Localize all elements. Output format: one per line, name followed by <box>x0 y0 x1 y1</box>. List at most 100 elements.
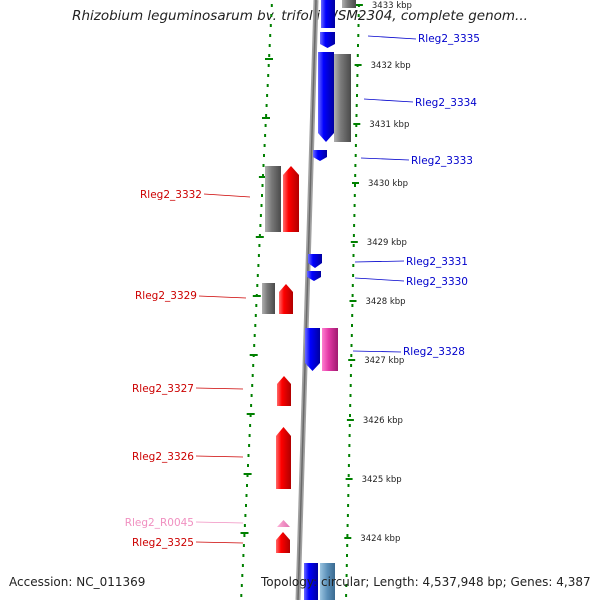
label-leader-rleg2-3325 <box>195 541 244 544</box>
gene-feature-rleg2-3331[interactable] <box>308 254 322 268</box>
gene-feature-top-grey[interactable] <box>342 0 356 8</box>
label-leader-rleg2-3328 <box>352 350 402 353</box>
kbp-tick-label: 3425 kbp <box>362 475 402 485</box>
ruler-right-dots <box>349 374 352 377</box>
ruler-right-dots <box>346 554 348 557</box>
gene-feature-rleg2-3327[interactable] <box>277 376 291 406</box>
ruler-left-dots <box>256 284 259 287</box>
gene-feature-rleg2-3332[interactable] <box>283 166 299 232</box>
gene-label-rleg2-3332[interactable]: Rleg2_3332 <box>140 189 202 201</box>
gene-feature-grey-3329[interactable] <box>262 283 275 314</box>
kbp-tick-label: 3427 kbp <box>364 356 404 366</box>
gene-label-rleg2-3330[interactable]: Rleg2_3330 <box>406 276 468 288</box>
gene-label-rleg2-3333[interactable]: Rleg2_3333 <box>411 155 473 167</box>
kbp-tick-label: 3426 kbp <box>363 416 403 426</box>
gene-feature-rleg2-3333[interactable] <box>313 150 327 161</box>
ruler-left-dash <box>249 354 258 356</box>
ruler-left-dash <box>240 532 249 534</box>
ruler-right-dots <box>356 84 359 87</box>
gene-feature-rleg2-3328-blue[interactable] <box>305 328 320 371</box>
gene-label-rleg2-r0045[interactable]: Rleg2_R0045 <box>125 517 194 529</box>
gene-label-rleg2-3334[interactable]: Rleg2_3334 <box>415 97 477 109</box>
ruler-right-dots <box>352 274 355 277</box>
ruler-left-dash <box>262 117 270 119</box>
gene-feature-grey-3334[interactable] <box>334 54 351 142</box>
label-leader-rleg2-r0045 <box>195 521 244 524</box>
ruler-right-dots <box>357 24 360 27</box>
ruler-left-dots <box>266 94 269 97</box>
ruler-right-dots <box>350 344 353 347</box>
gene-feature-rleg2-3328[interactable] <box>322 328 338 371</box>
gene-label-rleg2-3326[interactable]: Rleg2_3326 <box>132 451 194 463</box>
ruler-left-dots <box>250 404 253 407</box>
ruler-right-dots <box>349 384 352 387</box>
ruler-right-dots <box>354 144 357 147</box>
ruler-left-dots <box>254 324 257 327</box>
ruler-left-dots <box>251 374 254 377</box>
gene-feature-top-blue[interactable] <box>321 0 335 28</box>
ruler-left-dots <box>242 544 245 547</box>
ruler-left-dots <box>268 54 271 57</box>
ruler-right-dots <box>345 564 348 567</box>
left-labels: Rleg2_3332 Rleg2_3329 Rleg2_3327 Rleg2_3… <box>125 189 251 549</box>
ruler-left-dots <box>262 164 265 167</box>
kbp-ticks: 3433 kbp 3432 kbp 3431 kbp 3430 kbp 3429 kbp… <box>344 1 412 544</box>
ruler-right-dots <box>354 174 357 177</box>
ruler-right-dots <box>353 194 356 197</box>
ruler-right-dots <box>356 54 359 57</box>
kbp-tick-mark <box>352 182 359 184</box>
ruler-left-dots <box>249 414 252 417</box>
gene-feature-bottom-blue[interactable] <box>304 563 318 600</box>
ruler-left-dots <box>251 384 254 387</box>
kbp-tick-label: 3428 kbp <box>366 297 406 307</box>
ruler-left-dots <box>269 24 272 27</box>
ruler-left-dots <box>262 174 264 177</box>
ruler-left-dots <box>264 134 267 137</box>
gene-label-rleg2-3329[interactable]: Rleg2_3329 <box>135 290 197 302</box>
ruler-left-dots <box>253 344 256 347</box>
ruler-right-dots <box>353 224 356 227</box>
ruler-left-dots <box>255 304 258 307</box>
ruler-left-dots <box>267 64 270 67</box>
kbp-tick-mark <box>350 241 358 243</box>
label-leader-rleg2-3326 <box>195 455 244 458</box>
ruler-right-dots <box>352 254 355 257</box>
ruler-left-dots <box>258 234 261 237</box>
ruler-right-dots <box>349 394 352 397</box>
ruler-right-dots <box>347 474 350 477</box>
ruler-left-dots <box>260 204 263 207</box>
gene-feature-rleg2-3326[interactable] <box>276 427 291 489</box>
gene-label-rleg2-3325[interactable]: Rleg2_3325 <box>132 537 194 549</box>
gene-feature-rleg2-3329[interactable] <box>279 284 293 314</box>
ruler-right-dots <box>350 354 353 357</box>
ruler-right-dots <box>354 184 356 187</box>
gene-feature-rleg2-3325[interactable] <box>276 532 290 553</box>
ruler-right-dots <box>349 414 351 417</box>
backbone-line-core <box>297 0 317 600</box>
label-leader-rleg2-3330 <box>354 277 405 282</box>
label-leader-rleg2-3329 <box>198 295 247 299</box>
gene-label-rleg2-3335[interactable]: Rleg2_3335 <box>418 33 480 45</box>
gene-feature-rleg2-r0045[interactable] <box>277 520 290 527</box>
gene-feature-bottom-steel[interactable] <box>320 563 335 600</box>
ruler-left-dots <box>253 334 256 337</box>
label-leader-rleg2-3332 <box>203 193 251 198</box>
ruler-right-dots <box>353 214 356 217</box>
ruler-left-dots <box>241 564 244 567</box>
ruler-right-dots <box>357 14 360 17</box>
ruler-left-dots <box>257 264 260 267</box>
kbp-tick-mark <box>353 123 361 125</box>
gene-label-rleg2-3327[interactable]: Rleg2_3327 <box>132 383 194 395</box>
gene-label-rleg2-3328[interactable]: Rleg2_3328 <box>403 346 465 358</box>
label-leader-rleg2-3331 <box>354 260 405 263</box>
gene-feature-grey-3332[interactable] <box>265 166 281 232</box>
gene-feature-rleg2-3330[interactable] <box>307 271 321 281</box>
ruler-left-dots <box>244 514 247 517</box>
ruler-right-dots <box>352 234 355 237</box>
gene-label-rleg2-3331[interactable]: Rleg2_3331 <box>406 256 468 268</box>
ruler-right-dots <box>356 74 359 77</box>
ruler-left-dots <box>265 104 268 107</box>
gene-feature-rleg2-3334[interactable] <box>318 52 334 142</box>
gene-feature-rleg2-3335[interactable] <box>320 32 335 48</box>
ruler-right-dots <box>350 334 353 337</box>
